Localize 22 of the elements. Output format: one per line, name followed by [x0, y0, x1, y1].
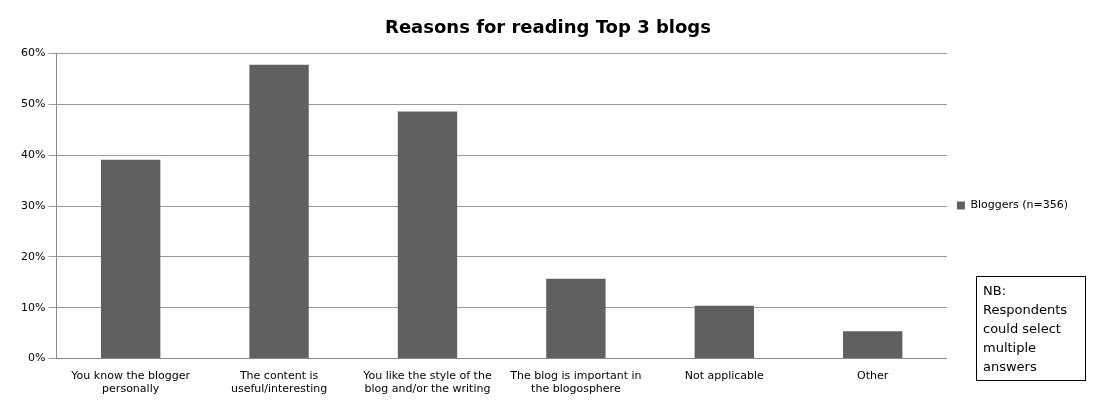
legend-label: Bloggers (n=356) — [970, 198, 1069, 212]
bar — [546, 278, 606, 359]
x-tick-label: Not applicable — [684, 369, 765, 383]
y-tick-label: 30% — [21, 198, 46, 212]
bar — [694, 305, 754, 359]
y-tick-label: 10% — [21, 300, 46, 314]
x-tick-label: Other — [857, 369, 889, 383]
y-tick-label: 20% — [21, 249, 46, 263]
x-tick-label: You like the style of the blog and/or the writing — [362, 369, 492, 396]
x-tick-label: You know the blogger personally — [70, 369, 191, 396]
bar — [397, 111, 458, 359]
y-tick-label: 50% — [21, 97, 46, 111]
y-tick-label: 40% — [21, 148, 46, 162]
bar — [249, 64, 309, 359]
chart-title: Reasons for reading Top 3 blogs — [385, 16, 711, 38]
bar — [100, 159, 161, 359]
text: NB: Respondents could select multiple answers — [976, 276, 1086, 381]
y-tick-label: 0% — [28, 351, 46, 365]
x-tick-label: The blog is important in the blogosphere — [509, 369, 642, 396]
bar — [843, 331, 903, 359]
x-tick-label: The content is useful/interesting — [230, 369, 328, 396]
y-tick-label: 60% — [21, 46, 46, 60]
